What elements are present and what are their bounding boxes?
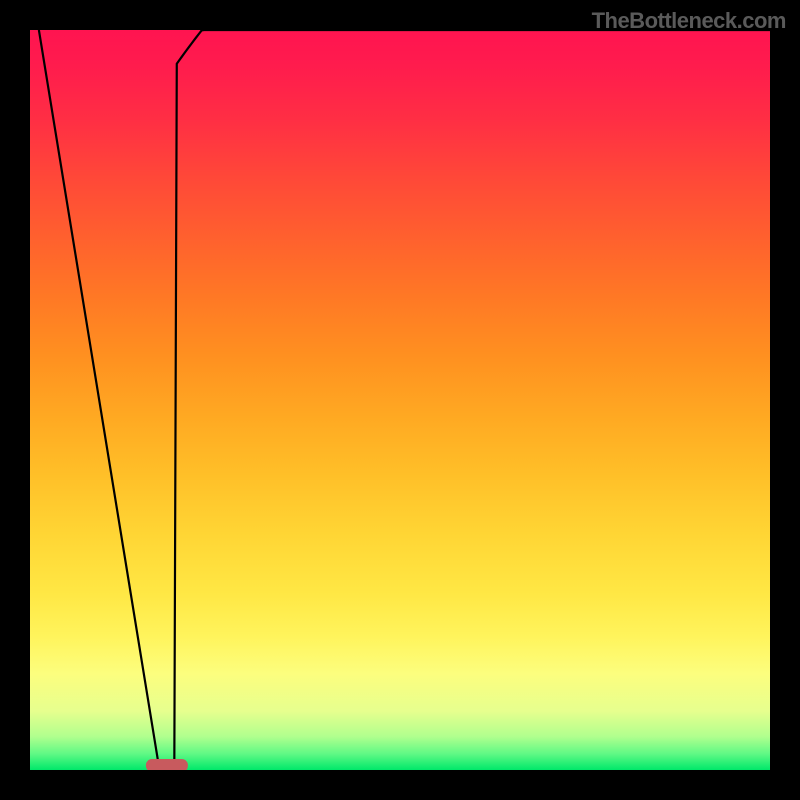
watermark-text: TheBottleneck.com <box>592 8 786 34</box>
bottleneck-chart <box>0 0 800 800</box>
chart-container: TheBottleneck.com <box>0 0 800 800</box>
